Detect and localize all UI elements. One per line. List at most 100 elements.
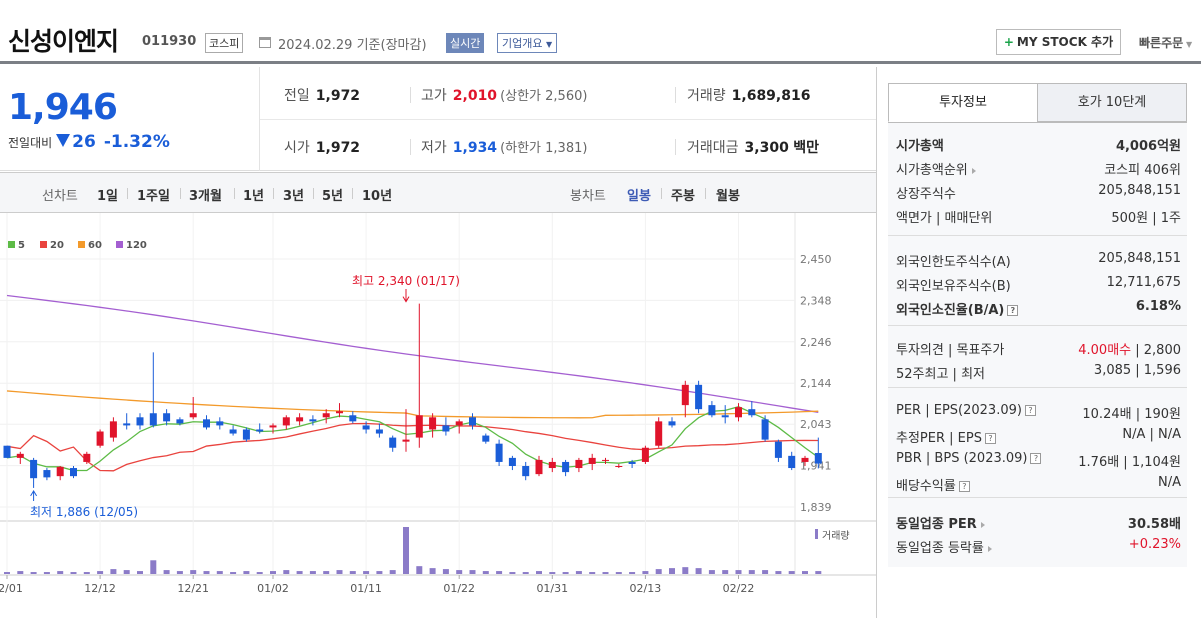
help-icon[interactable]: ?: [1030, 453, 1042, 464]
y-tick-label: 1,839: [800, 501, 832, 514]
candle-body: [56, 466, 64, 477]
arrow-right-icon[interactable]: [987, 545, 992, 552]
help-icon[interactable]: ?: [1024, 405, 1036, 416]
tab-orderbook[interactable]: 호가 10단계: [1037, 83, 1187, 122]
candle-body: [242, 429, 250, 440]
period-10y[interactable]: 10년: [362, 189, 393, 204]
info-value: 4.00매수 | 2,800: [1078, 339, 1181, 358]
info-value: +0.23%: [1129, 537, 1181, 552]
candle-body: [16, 453, 24, 458]
tab-investment-info[interactable]: 투자정보: [888, 83, 1038, 122]
investment-info-panel: 투자정보 호가 10단계 시가총액 4,006억원 시가총액순위 코스피 406위 상장…: [876, 67, 1201, 618]
candle-body: [229, 429, 237, 434]
arrow-right-icon[interactable]: [980, 521, 985, 528]
help-icon[interactable]: ?: [984, 433, 996, 444]
candle-weekly[interactable]: 주봉: [671, 189, 695, 204]
info-key-text: 투자의견 | 목표주가: [896, 343, 1005, 358]
period-3m[interactable]: 3개월: [189, 189, 222, 204]
info-value-text: | 2,800: [1135, 343, 1181, 358]
help-icon[interactable]: ?: [958, 481, 970, 492]
candle-body: [96, 431, 104, 446]
candle-body: [136, 417, 144, 426]
calendar-icon: [259, 37, 271, 48]
volume-bar: [30, 572, 37, 574]
x-tick-label: 12/21: [177, 582, 209, 595]
info-value: 1.76배 | 1,104원: [1078, 451, 1181, 470]
candle-body: [269, 425, 277, 428]
volume-bar: [336, 570, 343, 574]
candle-body: [469, 417, 476, 426]
volume-bar: [190, 570, 197, 574]
info-row: 동일업종 PER 30.58배: [896, 513, 1181, 533]
info-key: 외국인보유주식수(B): [896, 275, 1011, 294]
candle-body: [336, 411, 343, 414]
realtime-button[interactable]: 실시간: [446, 33, 485, 53]
quick-order-button[interactable]: 빠른주문 ▼: [1139, 34, 1192, 51]
volume-bar: [536, 571, 542, 574]
candle-body: [748, 409, 756, 416]
volume-bar: [296, 571, 303, 574]
add-mystock-button[interactable]: + MY STOCK 추가: [996, 29, 1121, 55]
low-arrow-head: [30, 489, 38, 497]
info-key-text: 외국인보유주식수(B): [896, 279, 1011, 294]
candle-body: [615, 466, 623, 468]
info-value-text: 500원 | 1주: [1111, 211, 1181, 226]
info-key-text: 액면가 | 매매단위: [896, 211, 993, 226]
period-3y[interactable]: 3년: [283, 189, 305, 204]
volume-bar: [762, 570, 769, 574]
period-1y[interactable]: 1년: [243, 189, 265, 204]
candle-body: [668, 421, 676, 426]
candle-body: [149, 413, 157, 426]
info-row: PER | EPS(2023.09)? 10.24배 | 190원: [896, 403, 1181, 423]
period-1w[interactable]: 1주일: [137, 189, 170, 204]
y-tick-label: 2,246: [800, 336, 832, 349]
period-5y[interactable]: 5년: [322, 189, 344, 204]
x-tick-label: 01/22: [443, 582, 475, 595]
change-value: 26: [72, 132, 96, 152]
panel-tabs: 투자정보 호가 10단계: [888, 83, 1187, 122]
candle-daily[interactable]: 일봉: [627, 189, 651, 204]
info-key: 동일업종 PER: [896, 513, 985, 532]
volume-bar: [522, 572, 529, 574]
volume-bar: [549, 572, 556, 574]
legend-swatch: [8, 241, 15, 248]
volume-bar: [150, 560, 157, 574]
volume-bar: [270, 571, 276, 574]
stock-chart[interactable]: 2,450 2,348 2,246 2,144 2,043 1,941 1,839 12/01…: [0, 213, 876, 613]
volume-bar: [615, 572, 622, 574]
volume-bar: [203, 571, 210, 574]
trade-amount: 거래대금 3,300 백만: [687, 137, 819, 157]
volume-bar: [429, 568, 436, 574]
x-tick-label: 01/11: [350, 582, 382, 595]
volume-bar: [442, 569, 449, 574]
candle-body: [575, 459, 583, 469]
help-icon[interactable]: ?: [1007, 305, 1019, 316]
arrow-right-icon[interactable]: [971, 167, 976, 174]
candle-body: [774, 441, 782, 458]
volume-bar: [575, 571, 582, 574]
info-value: 500원 | 1주: [1111, 207, 1181, 226]
legend-swatch: [78, 241, 85, 248]
volume: 거래량 1,689,816: [687, 85, 810, 105]
info-value: 205,848,151: [1098, 251, 1181, 266]
low-value: 1,934: [452, 140, 498, 156]
low-price: 저가 1,934 (하한가 1,381): [421, 137, 587, 157]
legend-label: 5: [18, 240, 25, 251]
candle-body: [801, 457, 809, 462]
period-1d[interactable]: 1일: [97, 189, 119, 204]
candle-monthly[interactable]: 월봉: [716, 189, 740, 204]
info-value: 205,848,151: [1098, 183, 1181, 198]
candle-body: [482, 435, 490, 442]
info-row: 시가총액 4,006억원: [896, 135, 1181, 155]
high-arrow-head: [402, 296, 410, 303]
info-value: 6.18%: [1136, 299, 1181, 314]
candle-body: [681, 384, 689, 406]
info-value-text: 205,848,151: [1098, 183, 1181, 198]
volume-bar: [256, 572, 263, 574]
open-label: 시가: [284, 140, 310, 156]
company-overview-button[interactable]: 기업개요 ▼: [497, 33, 558, 53]
info-key: 52주최고 | 최저: [896, 363, 985, 382]
candle-body: [548, 461, 556, 469]
volume-bar: [815, 571, 822, 574]
legend-label: 120: [126, 240, 147, 251]
